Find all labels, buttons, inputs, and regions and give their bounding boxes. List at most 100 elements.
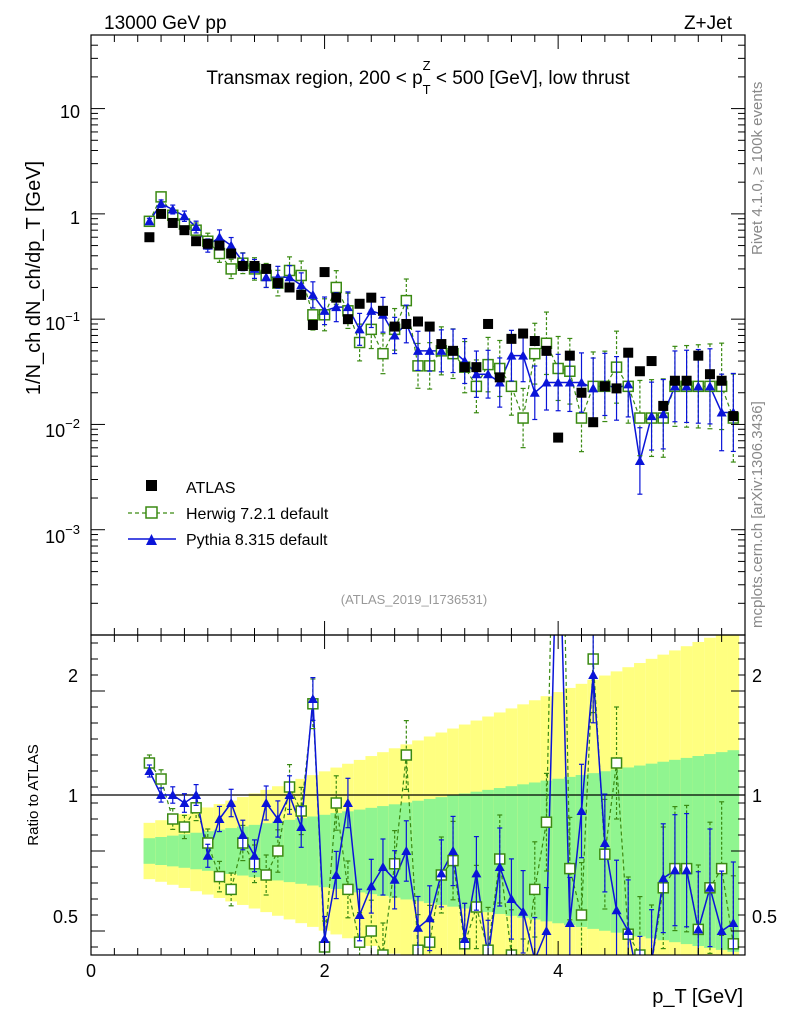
ratio-band-green bbox=[342, 811, 354, 891]
pythia-ratio-point bbox=[424, 913, 435, 923]
ratio-band-green bbox=[143, 838, 156, 864]
pythia-point bbox=[424, 345, 435, 355]
plot-title: Transmax region, 200 < pZ T < 500 [GeV], … bbox=[206, 58, 630, 97]
legend-atlas-marker bbox=[146, 480, 157, 491]
pythia-ratio-point bbox=[471, 868, 482, 878]
y-tick-label-1e-1: 10−1 bbox=[45, 309, 80, 334]
pythia-point bbox=[646, 411, 657, 421]
pythia-point bbox=[588, 383, 599, 393]
pythia-point bbox=[471, 369, 482, 379]
atlas-point bbox=[179, 225, 190, 236]
ratio-band-green bbox=[178, 834, 191, 868]
ratio-band-green bbox=[190, 832, 202, 870]
ratio-band-green bbox=[166, 835, 179, 867]
atlas-point bbox=[366, 292, 377, 303]
y-tick-label-10: 10 bbox=[60, 102, 80, 122]
atlas-point bbox=[436, 339, 447, 350]
atlas-point bbox=[553, 432, 564, 443]
analysis-id: (ATLAS_2019_I1736531) bbox=[341, 592, 487, 607]
x-axis-label: p_T [GeV] bbox=[652, 986, 743, 1008]
atlas-point bbox=[413, 316, 423, 327]
y-tick-label-1e-3: 10−3 bbox=[45, 522, 80, 547]
herwig-ratio-point bbox=[529, 883, 541, 896]
pythia-ratio-point bbox=[623, 926, 634, 935]
herwig-ratio-point bbox=[272, 845, 284, 857]
atlas-point bbox=[401, 318, 412, 329]
atlas-point bbox=[681, 375, 692, 386]
pythia-ratio-point bbox=[342, 798, 353, 807]
atlas-point bbox=[226, 248, 237, 259]
ratio-tick-label-1-right: 1 bbox=[752, 786, 762, 806]
pythia-point bbox=[179, 211, 190, 221]
title-text: Transmax region, 200 < p bbox=[206, 68, 422, 89]
atlas-point bbox=[272, 278, 283, 289]
atlas-point bbox=[693, 350, 704, 361]
atlas-point bbox=[342, 314, 353, 325]
herwig-ratio-point bbox=[225, 883, 237, 896]
pythia-ratio-point bbox=[704, 882, 715, 892]
pythia-ratio-point bbox=[331, 870, 342, 879]
pythia-point bbox=[296, 280, 307, 290]
ratio-tick-label-2-left: 2 bbox=[68, 666, 78, 686]
pythia-point bbox=[716, 407, 727, 417]
atlas-point bbox=[448, 345, 459, 356]
pythia-point bbox=[156, 198, 167, 208]
ratio-band-green bbox=[622, 767, 635, 935]
pythia-ratio-point bbox=[191, 790, 202, 799]
pythia-ratio-point bbox=[401, 846, 412, 855]
process-label: Z+Jet bbox=[684, 13, 733, 34]
ratio-band-green bbox=[715, 752, 728, 950]
herwig-point bbox=[505, 380, 518, 393]
pythia-point bbox=[506, 350, 517, 360]
herwig-point bbox=[330, 281, 342, 294]
pythia-ratio-point bbox=[366, 881, 377, 891]
legend-atlas-label: ATLAS bbox=[186, 480, 236, 497]
mcplots-label: mcplots.cern.ch [arXiv:1306.3436] bbox=[749, 401, 766, 628]
herwig-point bbox=[400, 294, 413, 307]
herwig-ratio-point bbox=[377, 949, 389, 955]
pythia-point bbox=[261, 272, 272, 282]
pythia-ratio-point bbox=[261, 798, 272, 807]
ratio-band-green bbox=[458, 793, 471, 909]
pythia-point bbox=[634, 455, 645, 465]
herwig-ratio-point bbox=[564, 862, 576, 875]
pythia-ratio-point bbox=[413, 922, 423, 932]
atlas-point bbox=[623, 347, 634, 358]
herwig-ratio-point bbox=[540, 816, 553, 828]
atlas-point bbox=[529, 336, 540, 347]
pythia-point bbox=[576, 377, 587, 387]
ratio-band-green bbox=[645, 763, 658, 939]
ratio-band-green bbox=[634, 765, 646, 937]
herwig-ratio-point bbox=[178, 821, 191, 833]
ratio-band-green bbox=[295, 818, 308, 884]
herwig-ratio-point bbox=[610, 757, 623, 769]
pythia-point bbox=[483, 369, 494, 379]
ratio-band-green bbox=[260, 823, 273, 879]
y-axis-label-main: 1/N_ch dN_ch/dp_T [GeV] bbox=[23, 161, 45, 395]
atlas-point bbox=[284, 282, 295, 293]
ratio-tick-label-2-right: 2 bbox=[752, 666, 762, 686]
pythia-point bbox=[518, 350, 529, 360]
ratio-band-green bbox=[423, 798, 436, 904]
atlas-point bbox=[237, 260, 248, 271]
herwig-ratio-point bbox=[330, 797, 342, 809]
atlas-point bbox=[331, 292, 342, 303]
atlas-point bbox=[261, 263, 272, 274]
atlas-point bbox=[319, 267, 330, 278]
pythia-point bbox=[693, 381, 704, 391]
atlas-point bbox=[518, 328, 529, 339]
main-plot-marks bbox=[143, 191, 740, 495]
pythia-ratio-point bbox=[144, 766, 155, 775]
ratio-band-green bbox=[528, 782, 541, 920]
x-tick-label-4: 4 bbox=[553, 961, 563, 981]
atlas-point bbox=[669, 375, 680, 386]
atlas-point bbox=[167, 217, 178, 228]
pythia-point bbox=[413, 345, 423, 355]
pythia-ratio-point bbox=[681, 865, 692, 875]
herwig-ratio-point bbox=[213, 870, 226, 883]
pythia-point bbox=[354, 324, 365, 334]
atlas-point bbox=[599, 381, 610, 392]
atlas-point bbox=[494, 372, 505, 383]
pythia-point bbox=[307, 289, 318, 299]
ratio-band-green bbox=[155, 837, 167, 865]
